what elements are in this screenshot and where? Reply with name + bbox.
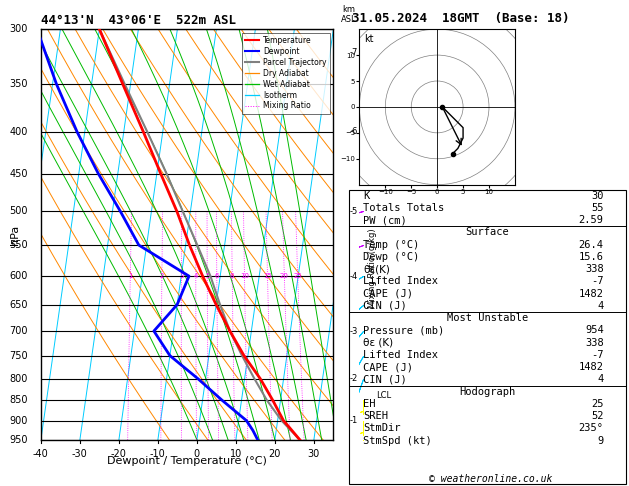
- Text: 338: 338: [585, 264, 604, 274]
- Text: 15: 15: [263, 273, 272, 279]
- Text: -7: -7: [591, 350, 604, 360]
- Text: -5: -5: [349, 207, 357, 216]
- Text: 9: 9: [598, 435, 604, 446]
- Text: 4: 4: [598, 374, 604, 384]
- Text: Lifted Index: Lifted Index: [363, 350, 438, 360]
- Legend: Temperature, Dewpoint, Parcel Trajectory, Dry Adiabat, Wet Adiabat, Isotherm, Mi: Temperature, Dewpoint, Parcel Trajectory…: [242, 33, 330, 114]
- Text: 600: 600: [9, 271, 28, 281]
- Text: 52: 52: [591, 411, 604, 421]
- Text: θε(K): θε(K): [363, 264, 390, 274]
- Text: 10: 10: [230, 449, 242, 459]
- Text: Most Unstable: Most Unstable: [447, 313, 528, 323]
- Text: Dewp (°C): Dewp (°C): [363, 252, 419, 262]
- Text: 950: 950: [9, 435, 28, 445]
- Text: 400: 400: [9, 127, 28, 137]
- Text: kt: kt: [364, 34, 374, 44]
- Text: 3: 3: [179, 273, 184, 279]
- Text: Lifted Index: Lifted Index: [363, 277, 438, 286]
- Text: 55: 55: [591, 203, 604, 213]
- Text: 4: 4: [194, 273, 198, 279]
- Text: CIN (J): CIN (J): [363, 374, 407, 384]
- Text: 850: 850: [9, 395, 28, 405]
- Text: 6: 6: [214, 273, 219, 279]
- Text: 450: 450: [9, 169, 28, 179]
- Text: Pressure (mb): Pressure (mb): [363, 326, 444, 335]
- Text: CIN (J): CIN (J): [363, 301, 407, 311]
- Text: 20: 20: [269, 449, 281, 459]
- Text: -20: -20: [111, 449, 127, 459]
- X-axis label: Dewpoint / Temperature (°C): Dewpoint / Temperature (°C): [107, 456, 267, 467]
- Text: 25: 25: [293, 273, 302, 279]
- Text: Temp (°C): Temp (°C): [363, 240, 419, 250]
- Text: 954: 954: [585, 326, 604, 335]
- Text: 800: 800: [9, 374, 28, 383]
- Text: LCL: LCL: [376, 392, 391, 400]
- Text: 26.4: 26.4: [579, 240, 604, 250]
- Text: 1: 1: [128, 273, 133, 279]
- Text: Hodograph: Hodograph: [459, 387, 516, 397]
- Text: PW (cm): PW (cm): [363, 215, 407, 225]
- Text: 4: 4: [598, 301, 604, 311]
- Text: 20: 20: [280, 273, 289, 279]
- Text: -7: -7: [349, 48, 357, 57]
- Text: hPa: hPa: [9, 225, 19, 244]
- Text: CAPE (J): CAPE (J): [363, 362, 413, 372]
- Text: 650: 650: [9, 300, 28, 310]
- Text: 2.59: 2.59: [579, 215, 604, 225]
- Text: 750: 750: [9, 350, 28, 361]
- Text: 5: 5: [205, 273, 209, 279]
- Text: 0: 0: [194, 449, 200, 459]
- Text: 30: 30: [308, 449, 320, 459]
- Text: 30: 30: [591, 191, 604, 201]
- Text: 350: 350: [9, 79, 28, 89]
- Text: Mixing Ratio (g/kg): Mixing Ratio (g/kg): [369, 228, 377, 308]
- Text: 300: 300: [9, 24, 28, 34]
- Text: -7: -7: [591, 277, 604, 286]
- Text: 700: 700: [9, 326, 28, 336]
- Text: -30: -30: [72, 449, 88, 459]
- Text: 25: 25: [591, 399, 604, 409]
- Text: 550: 550: [9, 240, 28, 250]
- Text: EH: EH: [363, 399, 376, 409]
- Text: 15.6: 15.6: [579, 252, 604, 262]
- Text: 2: 2: [160, 273, 164, 279]
- Text: 500: 500: [9, 206, 28, 216]
- Text: © weatheronline.co.uk: © weatheronline.co.uk: [429, 473, 552, 484]
- Text: Totals Totals: Totals Totals: [363, 203, 444, 213]
- Text: -2: -2: [349, 374, 357, 383]
- Text: -1: -1: [349, 416, 357, 425]
- Text: StmSpd (kt): StmSpd (kt): [363, 435, 431, 446]
- Text: 8: 8: [230, 273, 235, 279]
- Text: km
ASL: km ASL: [342, 5, 357, 24]
- Text: -3: -3: [349, 327, 357, 335]
- Text: Surface: Surface: [465, 227, 509, 238]
- Text: 338: 338: [585, 338, 604, 347]
- Text: StmDir: StmDir: [363, 423, 401, 434]
- Text: 900: 900: [9, 416, 28, 426]
- Text: 235°: 235°: [579, 423, 604, 434]
- Text: 44°13'N  43°06'E  522m ASL: 44°13'N 43°06'E 522m ASL: [41, 14, 236, 27]
- Text: -6: -6: [349, 127, 357, 136]
- Text: θε (K): θε (K): [363, 338, 393, 347]
- Text: -40: -40: [33, 449, 49, 459]
- Text: -10: -10: [150, 449, 166, 459]
- Text: 1482: 1482: [579, 289, 604, 299]
- Text: SREH: SREH: [363, 411, 388, 421]
- Text: CAPE (J): CAPE (J): [363, 289, 413, 299]
- Text: K: K: [363, 191, 369, 201]
- Text: -4: -4: [349, 272, 357, 280]
- Text: 31.05.2024  18GMT  (Base: 18): 31.05.2024 18GMT (Base: 18): [352, 12, 570, 25]
- Text: 10: 10: [240, 273, 249, 279]
- Text: 1482: 1482: [579, 362, 604, 372]
